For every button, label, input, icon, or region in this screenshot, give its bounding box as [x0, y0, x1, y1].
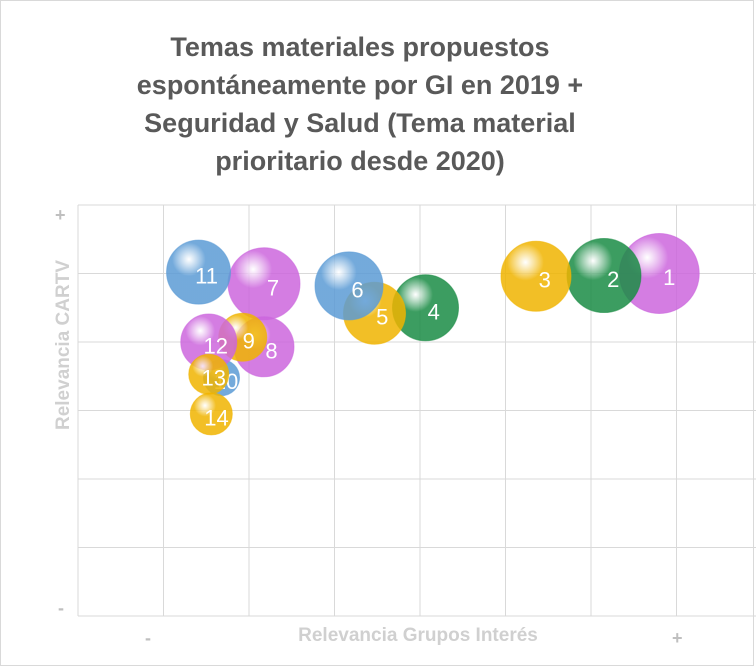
bubble-circle-3 [500, 240, 572, 312]
bubble-12: 12 [180, 313, 238, 371]
x-axis-label: Relevancia Grupos Interés [298, 625, 538, 646]
bubble-label-3: 3 [539, 268, 551, 293]
bubble-4: 4 [392, 274, 459, 342]
bubble-circle-14 [189, 392, 233, 436]
bubble-label-4: 4 [428, 299, 440, 324]
x-tick-plus: + [672, 628, 683, 648]
chart-title: Temas materiales propuestos espontáneame… [60, 28, 660, 180]
title-line-3: Seguridad y Salud (Tema material [144, 108, 576, 138]
bubble-14: 14 [189, 392, 233, 436]
bubble-circle-7 [227, 247, 301, 321]
bubble-label-13: 13 [202, 366, 226, 391]
bubble-label-6: 6 [351, 277, 363, 302]
bubble-circle-11 [166, 239, 232, 305]
title-line-4: prioritario desde 2020) [215, 146, 505, 176]
bubble-label-7: 7 [267, 275, 279, 300]
bubble-13: 13 [188, 353, 230, 395]
bubble-label-9: 9 [243, 329, 255, 354]
bubble-3: 3 [500, 240, 572, 312]
bubble-circle-6 [314, 251, 384, 321]
bubble-circle-2 [566, 238, 642, 314]
y-axis-label: Relevancia CARTV [53, 259, 74, 431]
bubble-6: 6 [314, 251, 384, 321]
bubble-2: 2 [566, 238, 642, 314]
title-line-1: Temas materiales propuestos [170, 32, 550, 62]
title-line-2: espontáneamente por GI en 2019 + [136, 70, 584, 100]
bubble-7: 7 [227, 247, 301, 321]
bubble-label-11: 11 [195, 264, 218, 289]
bubble-label-1: 1 [663, 265, 675, 290]
bubbles: 1234567891011121314 [166, 233, 700, 436]
bubble-label-8: 8 [265, 338, 277, 363]
bubble-label-14: 14 [204, 405, 228, 430]
y-tick-plus: + [55, 205, 66, 225]
y-tick-minus: - [58, 598, 64, 618]
bubble-11: 11 [166, 239, 232, 305]
bubble-label-2: 2 [607, 267, 619, 292]
bubble-label-5: 5 [376, 305, 388, 330]
x-tick-minus: - [145, 628, 151, 648]
